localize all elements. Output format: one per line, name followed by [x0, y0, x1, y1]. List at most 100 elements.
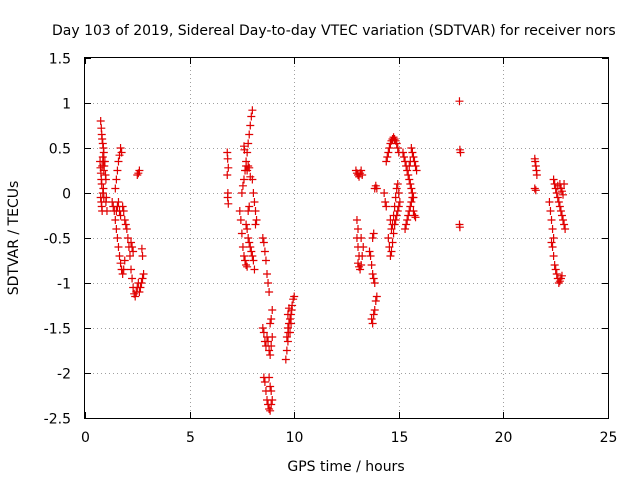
data-point: [382, 202, 391, 211]
data-point: [386, 252, 395, 260]
data-point: [238, 181, 247, 190]
data-point: [391, 193, 400, 202]
y-tick-label: 1.5: [49, 52, 71, 68]
data-point: [394, 189, 403, 197]
data-point: [224, 199, 233, 208]
data-point: [388, 220, 397, 229]
data-point: [120, 256, 129, 265]
data-point: [239, 175, 248, 184]
data-point: [386, 216, 395, 224]
data-point: [111, 216, 120, 224]
data-point: [380, 189, 389, 197]
data-point: [370, 279, 379, 287]
data-point: [102, 207, 111, 215]
data-point: [98, 135, 107, 143]
data-point: [551, 265, 560, 274]
data-point: [236, 216, 245, 224]
y-axis-label: SDTVAR / TECUs: [6, 181, 22, 296]
x-axis: 0 5 10 15 20 25: [81, 58, 617, 446]
data-point: [242, 261, 251, 269]
data-point: [101, 175, 110, 184]
data-point: [127, 238, 136, 247]
chart-title: Day 103 of 2019, Sidereal Day-to-day VTE…: [52, 23, 616, 39]
data-point: [402, 220, 411, 229]
data-point: [114, 243, 123, 251]
data-point: [245, 163, 254, 172]
data-point: [246, 243, 255, 251]
data-point: [392, 139, 401, 148]
data-point: [235, 207, 244, 215]
data-point: [267, 387, 276, 395]
data-point: [408, 193, 417, 202]
data-point: [556, 207, 565, 215]
data-point: [102, 193, 111, 202]
data-point: [281, 355, 290, 364]
data-point: [407, 184, 416, 193]
y-axis: -2.5 -2 -1.5 -1 -0.5 0 0.5 1 1.5: [44, 52, 608, 428]
data-point: [559, 216, 568, 224]
data-point: [137, 244, 146, 253]
data-point: [286, 328, 295, 337]
data-point: [557, 271, 566, 280]
data-point: [250, 198, 259, 206]
data-point: [249, 256, 258, 265]
data-point: [265, 405, 274, 413]
data-point: [244, 207, 253, 215]
data-point: [357, 234, 366, 242]
data-point: [96, 117, 105, 125]
data-point: [223, 171, 232, 179]
data-point: [548, 243, 557, 251]
data-point: [282, 333, 291, 341]
data-point: [387, 225, 396, 233]
x-tick-label: 15: [391, 430, 409, 446]
data-point: [114, 157, 123, 166]
data-point: [365, 247, 374, 256]
data-point: [557, 211, 566, 220]
y-tick-label: -0.5: [44, 232, 71, 248]
data-point: [409, 207, 418, 215]
data-point: [384, 148, 393, 157]
data-point: [389, 229, 398, 238]
data-point: [283, 310, 292, 319]
data-point: [358, 171, 367, 179]
data-series: [96, 97, 570, 415]
data-point: [552, 189, 561, 197]
data-point: [352, 216, 361, 224]
data-point: [261, 256, 270, 265]
data-point: [246, 121, 255, 130]
data-point: [128, 274, 137, 283]
data-point: [119, 207, 128, 215]
data-point: [549, 234, 558, 242]
data-point: [398, 148, 407, 157]
data-point: [358, 252, 367, 260]
data-point: [266, 351, 275, 359]
data-point: [554, 279, 563, 287]
data-point: [113, 166, 122, 175]
data-point: [382, 157, 391, 166]
data-point: [369, 229, 378, 238]
data-point: [247, 112, 256, 121]
data-point: [263, 270, 272, 278]
data-point: [390, 202, 399, 211]
data-point: [266, 406, 275, 415]
data-point: [247, 247, 256, 256]
data-point: [267, 400, 276, 409]
data-point: [411, 162, 420, 170]
data-point: [545, 198, 554, 206]
data-point: [387, 247, 396, 256]
data-point: [268, 333, 277, 341]
data-point: [138, 252, 147, 260]
data-point: [393, 144, 402, 152]
data-point: [408, 148, 417, 157]
data-point: [245, 238, 254, 247]
data-point: [407, 144, 416, 152]
data-point: [395, 198, 404, 206]
data-point: [550, 261, 559, 269]
data-point: [245, 130, 254, 139]
data-point: [251, 220, 260, 229]
data-point: [224, 163, 233, 172]
data-point: [372, 292, 381, 301]
data-point: [405, 175, 414, 184]
data-point: [456, 148, 465, 157]
y-tick-label: -2.5: [44, 412, 71, 428]
